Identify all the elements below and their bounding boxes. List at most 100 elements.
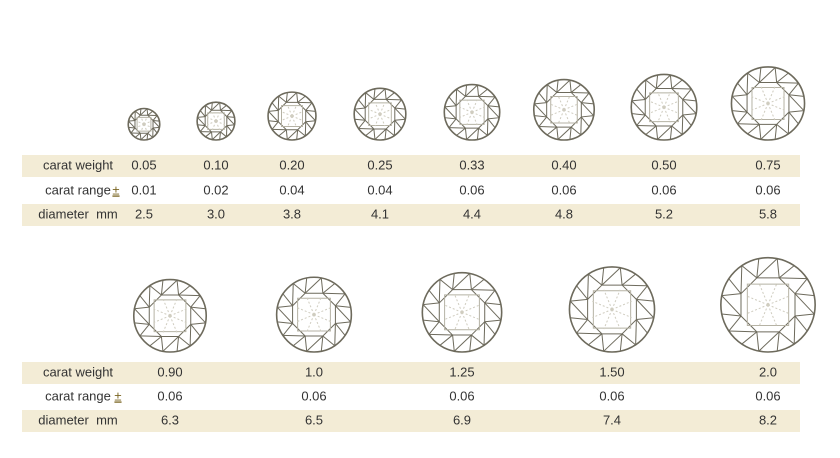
facet-line [794,293,815,315]
size-table: carat weight 0.05 0.10 0.20 0.25 0.33 0.40 0.50… [22,66,806,226]
girdle [720,256,816,353]
facet-line [139,133,142,140]
facet-line [219,102,221,111]
facet-line [226,125,233,132]
center-line [648,106,665,114]
facet-line [587,274,589,300]
center-line [215,120,225,126]
cell-value: 0.02 [203,182,228,197]
facet-line [139,108,142,116]
facet-line [452,273,455,290]
center-line [767,102,786,111]
girdle [532,78,596,141]
star-facet [297,297,331,332]
range-symbol: ± [112,182,119,197]
facet-line [268,111,279,123]
facet-line [569,300,588,320]
facet-line [774,67,778,83]
facet-line [452,334,455,352]
facet-line [737,82,748,96]
center-line [313,314,332,323]
facet-line [484,319,501,323]
size-table: carat weight 0.90 1.0 1.25 1.50 2.0 carat rang… [22,256,816,432]
facet-line [487,96,496,107]
facet-line [464,128,468,140]
facet-line [682,88,692,100]
facet-line [305,109,316,112]
facet-line [271,102,279,111]
center-line [760,103,769,121]
facet-line [484,302,502,321]
facet-line [152,126,160,129]
diamond-icon [353,87,407,141]
facet-line [728,278,742,294]
center-line [211,120,217,131]
facet-line [788,110,804,113]
facet-line [190,306,206,324]
facet-line [394,99,402,109]
center-line [611,308,632,319]
facet-line [374,128,387,140]
center-line [657,107,665,123]
center-line [461,293,471,313]
facet-line [487,105,500,108]
facet-line [570,126,582,136]
facet-line [285,129,288,140]
facet-line [190,306,206,310]
facet-line [285,92,288,103]
center-line [143,120,152,125]
facet-line [139,324,150,337]
facet-line [394,107,406,120]
star-facet [153,299,187,333]
cell-value: 5.2 [655,206,673,221]
center-line [169,315,178,333]
center-line [750,96,769,104]
facet-line [189,324,192,346]
center-line [169,298,178,316]
facet-line [576,285,589,300]
facet-line [794,315,808,332]
center-line [557,95,565,110]
facet-line [147,132,154,138]
facet-line [268,109,279,112]
facet-line [423,319,440,323]
facet-line [292,283,294,306]
center-line [767,86,776,104]
row-label: carat range [45,182,111,197]
facet-line [476,85,480,97]
facet-line [211,131,221,141]
facet-line [205,104,212,111]
facet-line [211,131,213,140]
facet-line [570,298,588,302]
girdle [568,266,656,353]
facet-line [220,104,227,111]
cell-value: 8.2 [759,412,777,427]
facet-line [423,302,440,306]
row-band [22,362,800,384]
facet-line [671,79,683,89]
facet-line [439,278,453,290]
facet-line [621,273,636,286]
star-facet [368,102,392,126]
cell-value: 0.33 [459,157,484,172]
facet-line [373,88,376,100]
facet-line [657,125,673,140]
facet-line [538,126,557,128]
center-line [153,315,171,324]
facet-line [655,74,671,89]
center-line [296,314,315,323]
center-line [461,312,471,331]
facet-line [655,125,659,140]
girdle [267,91,317,141]
facet-line [644,79,647,100]
facet-line [306,335,324,352]
cell-value: 0.06 [157,388,182,403]
facet-line [557,126,572,140]
facet-line [278,95,287,103]
girdle [132,278,208,353]
diamond-icon [127,107,161,141]
star-facet [550,96,578,124]
facet-line [534,115,547,118]
center-line [306,297,315,315]
center-line [153,308,171,317]
